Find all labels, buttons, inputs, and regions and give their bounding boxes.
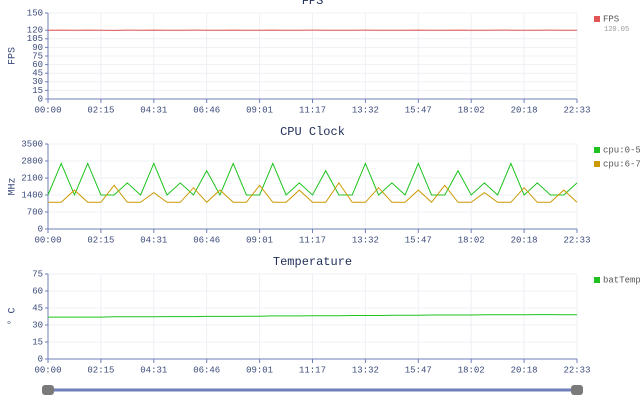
legend-swatch: [594, 16, 600, 22]
x-tick-label: 22:33: [563, 365, 590, 375]
x-tick-label: 06:46: [193, 105, 220, 115]
x-tick-label: 18:02: [458, 105, 485, 115]
x-tick-label: 02:15: [87, 235, 114, 245]
x-tick-label: 15:47: [405, 235, 432, 245]
x-tick-label: 18:02: [458, 235, 485, 245]
y-axis-label: ° C: [7, 307, 19, 325]
legend-swatch: [594, 147, 600, 153]
slider-handle[interactable]: [571, 385, 583, 395]
x-tick-label: 09:01: [246, 105, 273, 115]
x-tick-label: 22:33: [563, 235, 590, 245]
legend-label: FPS: [603, 14, 619, 24]
y-tick-label: 30: [32, 77, 43, 87]
x-tick-label: 04:31: [140, 105, 167, 115]
y-tick-label: 105: [27, 34, 43, 44]
x-tick-label: 18:02: [458, 365, 485, 375]
y-tick-label: 75: [32, 51, 43, 61]
x-tick-label: 06:46: [193, 365, 220, 375]
x-tick-label: 11:17: [299, 105, 326, 115]
y-tick-label: 45: [32, 303, 43, 313]
y-tick-label: 0: [38, 224, 43, 234]
slider-handle[interactable]: [42, 385, 54, 395]
x-tick-label: 00:00: [34, 105, 61, 115]
x-tick-label: 04:31: [140, 235, 167, 245]
legend-label: cpu:6-7: [603, 159, 640, 169]
x-tick-label: 20:18: [511, 235, 538, 245]
x-tick-label: 04:31: [140, 365, 167, 375]
x-tick-label: 13:32: [352, 105, 379, 115]
legend-swatch: [594, 277, 600, 283]
x-tick-label: 02:15: [87, 105, 114, 115]
x-tick-label: 20:18: [511, 105, 538, 115]
y-tick-label: 1400: [21, 190, 43, 200]
zoom-slider[interactable]: [42, 385, 583, 395]
legend-value: 120.05: [604, 26, 629, 34]
y-tick-label: 90: [32, 43, 43, 53]
y-tick-label: 15: [32, 86, 43, 96]
series-line: [48, 314, 577, 318]
x-tick-label: 02:15: [87, 365, 114, 375]
y-tick-label: 0: [38, 94, 43, 104]
y-tick-label: 60: [32, 60, 43, 70]
x-tick-label: 22:33: [563, 105, 590, 115]
y-tick-label: 700: [27, 207, 43, 217]
y-tick-label: 2100: [21, 173, 43, 183]
x-tick-label: 11:17: [299, 235, 326, 245]
series-line: [47, 162, 578, 197]
y-tick-label: 150: [27, 8, 43, 18]
x-tick-label: 13:32: [352, 235, 379, 245]
y-tick-label: 120: [27, 26, 43, 36]
y-tick-label: 0: [38, 354, 43, 364]
x-tick-label: 15:47: [405, 365, 432, 375]
x-tick-label: 13:32: [352, 365, 379, 375]
series-line: [48, 182, 578, 204]
legend-label: cpu:0-5: [603, 145, 640, 155]
x-tick-label: 06:46: [193, 235, 220, 245]
x-tick-label: 00:00: [34, 235, 61, 245]
x-tick-label: 11:17: [299, 365, 326, 375]
y-axis-label: MHz: [8, 177, 19, 195]
chart-title: CPU Clock: [280, 125, 345, 139]
y-tick-label: 2800: [21, 156, 43, 166]
chart-title: Temperature: [273, 255, 352, 269]
y-tick-label: 60: [32, 286, 43, 296]
x-tick-label: 15:47: [405, 105, 432, 115]
legend-swatch: [594, 161, 600, 167]
y-tick-label: 3500: [21, 139, 43, 149]
x-tick-label: 20:18: [511, 365, 538, 375]
y-tick-label: 15: [32, 337, 43, 347]
y-tick-label: 75: [32, 269, 43, 279]
legend-label: batTemp: [603, 275, 640, 285]
x-tick-label: 09:01: [246, 365, 273, 375]
y-tick-label: 45: [32, 69, 43, 79]
chart-title: FPS: [302, 0, 324, 8]
y-tick-label: 30: [32, 320, 43, 330]
x-tick-label: 09:01: [246, 235, 273, 245]
y-axis-label: FPS: [8, 47, 19, 65]
x-tick-label: 00:00: [34, 365, 61, 375]
